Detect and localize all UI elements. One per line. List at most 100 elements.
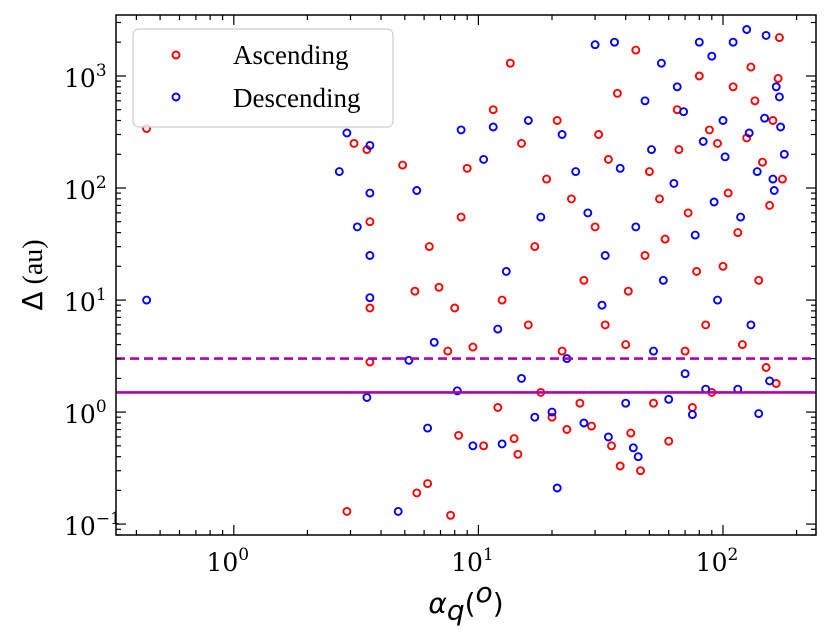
descending-point: [694, 37, 704, 47]
ascending-point: [761, 363, 771, 372]
descending-point: [488, 122, 498, 132]
ascending-point: [410, 286, 420, 296]
descending-point: [423, 423, 433, 433]
descending-point: [776, 122, 786, 132]
ascending-point: [513, 449, 523, 459]
ascending-point: [612, 88, 622, 98]
legend-box: [132, 28, 394, 128]
threshold-lines: [116, 357, 816, 394]
ascending-point: [587, 421, 596, 431]
descending-point: [698, 137, 708, 146]
ascending-point: [454, 430, 464, 440]
descending-point: [583, 208, 593, 218]
ascending-point: [530, 242, 540, 252]
descending-point: [590, 40, 600, 50]
ascending-point: [600, 320, 610, 330]
descending-point: [628, 443, 638, 453]
descending-point: [615, 163, 625, 173]
descending-point: [690, 230, 700, 240]
descending-point: [597, 300, 607, 310]
descending-point: [746, 320, 756, 330]
descending-point: [631, 222, 641, 232]
descending-point: [342, 128, 352, 138]
ascending-point: [552, 116, 562, 125]
descending-point: [672, 82, 682, 92]
descending-point: [603, 432, 613, 442]
descending-point: [720, 152, 730, 162]
y-axis-label: Δ (au): [16, 239, 49, 310]
plot-frame: [115, 14, 817, 536]
data-points: [142, 25, 789, 520]
ascending-point: [750, 96, 760, 106]
descending-point: [579, 418, 589, 428]
descending-point: [768, 174, 778, 184]
descending-point: [718, 116, 728, 125]
ascending-point: [660, 234, 670, 244]
descending-point: [621, 398, 631, 408]
ascending-point: [542, 174, 552, 184]
descending-point: [744, 128, 754, 138]
descending-point: [679, 107, 689, 117]
ascending-point: [683, 208, 693, 218]
x-axis-label: αq(o): [428, 576, 503, 627]
ascending-point: [603, 154, 613, 164]
ascending-point: [773, 74, 783, 83]
ascending-point: [737, 340, 747, 350]
ascending-point: [497, 295, 507, 305]
descending-point: [429, 337, 439, 347]
ascending-point: [479, 441, 489, 451]
ascending-point: [718, 261, 728, 271]
descending-point: [779, 149, 789, 159]
descending-point: [687, 410, 697, 420]
ascending-point: [623, 286, 633, 296]
descending-point: [404, 355, 414, 365]
descending-point: [517, 373, 526, 383]
ascending-point: [398, 160, 408, 170]
descending-point: [530, 412, 540, 422]
ascending-point: [655, 194, 664, 204]
descending-point: [497, 439, 507, 449]
ascending-point: [692, 266, 702, 276]
legend: Ascending Descending: [132, 28, 394, 128]
descending-point: [365, 140, 375, 150]
ascending-point: [733, 228, 743, 238]
x-axis-ticks: 100 101 102: [135, 15, 798, 577]
descending-point: [707, 51, 717, 61]
legend-marker-ascending: [171, 50, 181, 60]
legend-marker-descending: [171, 92, 181, 102]
descending-point: [647, 145, 656, 155]
ascending-point: [704, 125, 714, 135]
descending-point: [754, 409, 764, 419]
descending-point: [761, 30, 771, 40]
ascending-point: [590, 222, 600, 232]
descending-point: [523, 116, 533, 125]
ascending-point: [728, 82, 738, 92]
descending-point: [365, 251, 375, 260]
descending-point: [640, 96, 650, 106]
legend-label-descending: Descending: [233, 83, 360, 113]
ascending-point: [462, 163, 472, 173]
ascending-point: [621, 340, 631, 350]
descending-point: [760, 113, 770, 123]
ascending-point: [664, 436, 674, 446]
ascending-point: [626, 428, 636, 438]
ascending-point: [694, 71, 704, 81]
ascending-point: [468, 342, 478, 352]
ascending-point: [412, 488, 422, 498]
ascending-point: [562, 425, 572, 434]
descending-point: [610, 37, 619, 47]
y-tick-label: 100: [64, 397, 107, 429]
descending-point: [557, 130, 567, 139]
descending-point: [656, 58, 666, 68]
descending-point: [334, 167, 344, 177]
descending-point: [669, 178, 679, 188]
ascending-point: [765, 200, 775, 210]
descending-point: [649, 346, 658, 356]
ascending-point: [687, 403, 697, 412]
ascending-point: [424, 242, 434, 252]
descending-point: [362, 393, 372, 402]
ascending-point: [701, 320, 711, 330]
y-tick-label: 103: [64, 61, 107, 93]
ascending-point: [768, 116, 778, 125]
ascending-point: [443, 346, 453, 356]
